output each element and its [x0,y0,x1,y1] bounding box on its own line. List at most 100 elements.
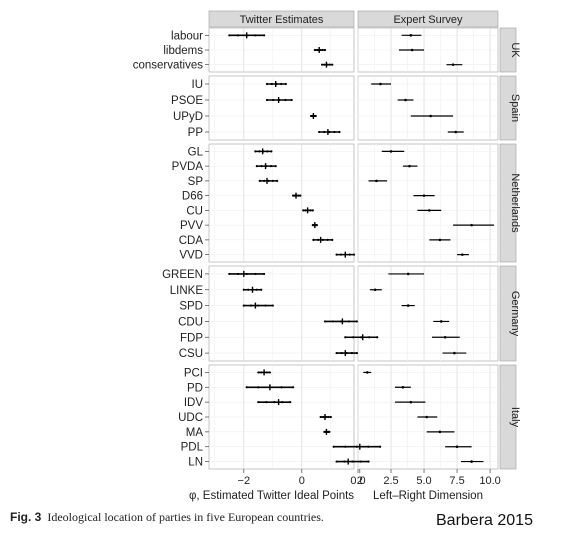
panel-2-0 [209,144,354,262]
twitter-point-2-2-0 [259,180,261,182]
twitter-point-3-5-0 [336,352,338,354]
twitter-point-4-2-0 [257,401,259,403]
party-label-2-6: CDA [179,235,204,247]
twitter-point-2-6-1 [317,239,319,241]
panel-3-1 [358,266,498,361]
twitter-point-1-1-4 [291,99,293,101]
twitter-point-2-4-0 [302,209,304,211]
twitter-point-4-5-1 [344,446,346,448]
twitter-point-3-2-1 [250,304,252,306]
expert-mean-2-5 [470,224,473,227]
expert-mean-2-6 [439,239,442,242]
twitter-point-3-2-0 [243,304,245,306]
twitter-point-1-0-0 [266,83,268,85]
twitter-point-2-6-0 [312,239,314,241]
twitter-point-4-3-4 [330,416,332,418]
twitter-point-3-4-3 [368,336,370,338]
twitter-point-4-6-2 [351,460,353,462]
expert-mean-4-4 [439,431,442,434]
twitter-point-2-2-1 [263,180,265,182]
twitter-point-2-0-4 [270,150,272,152]
twitter-point-0-0-4 [263,34,265,36]
expert-mean-0-2 [452,63,455,66]
twitter-point-3-1-1 [247,289,249,291]
twitter-point-1-1-1 [272,99,274,101]
party-label-2-0: GL [188,146,204,158]
figure-caption-text: Ideological location of parties in five … [47,510,324,524]
x-tick-label-1-4: 10.0 [479,475,500,487]
party-label-1-1: PSOE [171,95,203,107]
twitter-point-3-0-0 [228,273,230,275]
twitter-point-1-3-4 [338,131,340,133]
twitter-point-3-3-0 [324,320,326,322]
twitter-point-0-1-0 [314,49,316,51]
twitter-point-0-1-4 [324,49,326,51]
expert-mean-4-2 [410,401,413,404]
twitter-point-4-4-4 [328,431,330,433]
twitter-point-2-7-3 [349,254,351,256]
x-tick-label-1-0: 0.0 [350,475,365,487]
expert-mean-1-3 [454,131,457,134]
expert-mean-2-7 [461,253,464,256]
x-tick-label-0-1: 0 [299,475,305,487]
country-label-4: Italy [509,407,521,428]
twitter-point-3-5-1 [341,352,343,354]
twitter-point-0-2-0 [321,64,323,66]
twitter-point-0-0-0 [228,34,230,36]
party-label-2-4: CU [186,205,203,217]
expert-mean-2-0 [390,150,393,153]
twitter-point-2-2-4 [276,180,278,182]
party-label-2-3: D66 [182,191,203,203]
twitter-point-4-1-0 [246,386,248,388]
twitter-point-4-0-1 [260,371,262,373]
twitter-point-3-4-4 [376,336,378,338]
expert-mean-3-1 [374,288,377,291]
expert-mean-4-1 [402,386,405,389]
twitter-point-1-3-3 [333,131,335,133]
twitter-point-1-0-1 [271,83,273,85]
twitter-point-4-2-4 [289,401,291,403]
party-label-3-0: GREEN [162,269,203,281]
twitter-point-2-0-1 [258,150,260,152]
twitter-point-4-6-4 [367,460,369,462]
twitter-point-0-2-4 [331,64,333,66]
party-label-0-0: labour [171,30,203,42]
twitter-point-4-2-3 [281,401,283,403]
twitter-point-4-0-3 [266,371,268,373]
twitter-point-2-0-0 [254,150,256,152]
x-tick-label-0-0: −2 [238,475,251,487]
panel-3-0 [209,266,354,361]
twitter-point-3-5-3 [351,352,353,354]
twitter-point-3-4-0 [344,336,346,338]
expert-mean-3-5 [453,352,456,355]
twitter-point-4-1-4 [292,386,294,388]
party-label-0-1: libdems [163,45,203,57]
x-tick-label-1-3: 7.5 [449,475,464,487]
twitter-point-1-2-4 [315,115,317,117]
panel-2-1 [358,144,498,262]
party-label-2-7: VVD [179,250,203,262]
twitter-point-4-6-3 [359,460,361,462]
twitter-point-0-2-1 [324,64,326,66]
expert-mean-4-3 [425,416,428,419]
twitter-point-1-1-0 [266,99,268,101]
expert-mean-3-2 [407,304,410,307]
twitter-point-4-3-1 [322,416,324,418]
source-credit: Barbera 2015 [436,512,533,530]
party-label-4-2: IDV [184,397,204,409]
expert-mean-2-1 [408,165,411,168]
twitter-point-3-4-1 [352,336,354,338]
country-label-1: Spain [509,94,521,122]
party-label-4-6: LN [188,457,203,469]
twitter-point-2-1-1 [260,165,262,167]
twitter-point-4-0-4 [269,371,271,373]
twitter-point-2-1-3 [270,165,272,167]
twitter-point-3-0-3 [254,273,256,275]
expert-mean-2-4 [428,209,431,212]
party-label-0-2: conservatives [133,60,204,72]
twitter-point-4-5-0 [333,446,335,448]
party-label-3-1: LINKE [170,285,204,297]
twitter-point-4-6-1 [343,460,345,462]
twitter-point-3-1-3 [256,289,258,291]
twitter-point-1-3-0 [318,131,320,133]
